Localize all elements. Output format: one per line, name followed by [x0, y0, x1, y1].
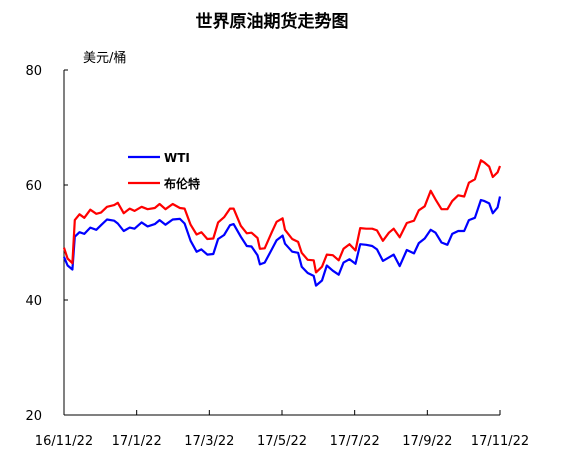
x-tick-label: 17/9/22 — [402, 434, 452, 449]
x-tick-label: 17/1/22 — [112, 434, 162, 449]
legend: WTI 布伦特 — [128, 151, 200, 191]
series-layer — [62, 159, 502, 287]
axes — [63, 70, 500, 416]
legend-label-0: WTI — [164, 151, 190, 165]
x-tick-label: 16/11/22 — [35, 434, 93, 449]
x-tick-label: 17/5/22 — [257, 434, 307, 449]
y-tick-label: 40 — [25, 294, 42, 309]
x-axis-ticks: 16/11/22 17/1/22 17/3/22 17/5/22 17/7/22 17/9… — [35, 410, 529, 449]
chart-title: 世界原油期货走势图 — [196, 11, 349, 32]
y-axis-unit-label: 美元/桶 — [83, 51, 126, 66]
x-tick-label: 17/7/22 — [330, 434, 380, 449]
y-tick-label: 80 — [25, 64, 42, 79]
legend-label-1: 布伦特 — [164, 176, 200, 191]
series-line-0 — [62, 196, 502, 287]
x-tick-label: 17/3/22 — [184, 434, 234, 449]
y-axis-ticks: 20 40 60 80 — [25, 64, 68, 424]
x-tick-label: 17/11/22 — [471, 434, 529, 449]
y-tick-label: 20 — [25, 409, 42, 424]
series-line-1 — [62, 159, 502, 274]
y-tick-label: 60 — [25, 179, 42, 194]
